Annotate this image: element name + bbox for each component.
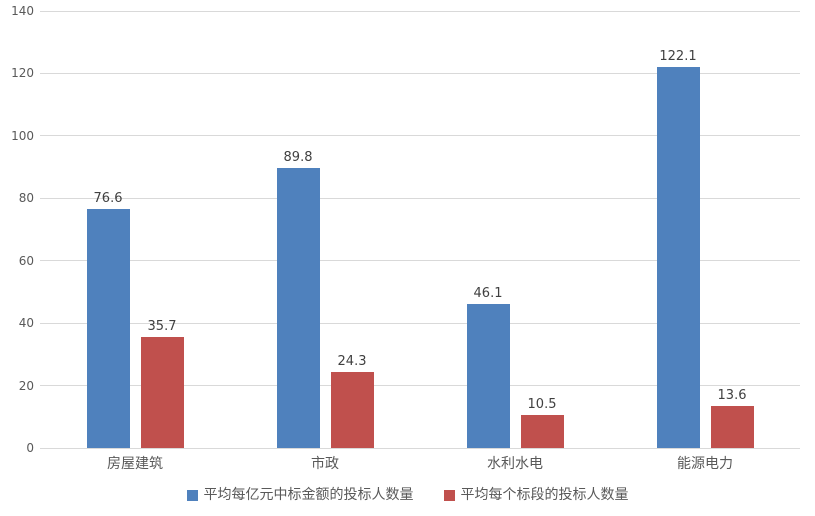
x-category-label: 能源电力 bbox=[677, 456, 733, 472]
y-tick-label: 100 bbox=[11, 128, 34, 143]
gridline-y-60 bbox=[40, 260, 800, 262]
bar-groups: 76.6 35.7 89.8 24.3 46.1 10.5 122.1 13.6 bbox=[40, 11, 800, 448]
bar-group: 46.1 10.5 bbox=[420, 11, 610, 448]
x-category-label: 市政 bbox=[311, 456, 339, 472]
x-category-label: 房屋建筑 bbox=[107, 456, 163, 472]
y-tick-label: 120 bbox=[11, 66, 34, 81]
bar-value-label: 76.6 bbox=[93, 190, 123, 206]
bar-series-1-category-0: 35.7 bbox=[140, 320, 184, 448]
legend-swatch-icon bbox=[443, 489, 455, 501]
y-tick-label: 40 bbox=[18, 316, 34, 331]
gridline-y-140 bbox=[40, 10, 800, 12]
gridline-y-0 bbox=[40, 447, 800, 449]
bar-series-0-category-3: 122.1 bbox=[656, 50, 700, 448]
bar-group: 89.8 24.3 bbox=[230, 11, 420, 448]
bar-series-1-category-2: 10.5 bbox=[520, 398, 564, 448]
gridline-y-100 bbox=[40, 135, 800, 137]
legend-item-series-1: 平均每个标段的投标人数量 bbox=[443, 487, 629, 503]
gridline-y-40 bbox=[40, 322, 800, 324]
bar-series-0-category-1: 89.8 bbox=[276, 151, 320, 448]
bar-group: 122.1 13.6 bbox=[610, 11, 800, 448]
y-tick-label: 80 bbox=[18, 191, 34, 206]
legend: 平均每亿元中标金额的投标人数量 平均每个标段的投标人数量 bbox=[0, 488, 815, 502]
bar-value-label: 122.1 bbox=[659, 48, 697, 64]
y-tick-label: 60 bbox=[18, 253, 34, 268]
y-tick-label: 0 bbox=[26, 441, 34, 455]
bar-group: 76.6 35.7 bbox=[40, 11, 230, 448]
legend-swatch-icon bbox=[186, 489, 198, 501]
bar-value-label: 13.6 bbox=[717, 387, 747, 403]
bar-value-label: 10.5 bbox=[527, 397, 557, 413]
bar-series-1-category-1: 24.3 bbox=[330, 355, 374, 448]
x-axis-category-labels: 房屋建筑 市政 水利水电 能源电力 bbox=[40, 456, 800, 473]
gridline-y-120 bbox=[40, 72, 800, 74]
bar-series-1-category-3: 13.6 bbox=[710, 389, 754, 448]
legend-label: 平均每亿元中标金额的投标人数量 bbox=[203, 487, 414, 503]
y-axis-tick-labels: 0 20 40 60 80 100 120 140 bbox=[0, 5, 34, 454]
legend-label: 平均每个标段的投标人数量 bbox=[460, 487, 629, 503]
bar-value-label: 35.7 bbox=[147, 318, 177, 334]
bar-series-0-category-2: 46.1 bbox=[466, 287, 510, 448]
bar-value-label: 46.1 bbox=[473, 286, 503, 302]
bar-series-0-category-0: 76.6 bbox=[86, 192, 130, 448]
gridline-y-20 bbox=[40, 385, 800, 387]
plot-area: 76.6 35.7 89.8 24.3 46.1 10.5 122.1 13.6 bbox=[40, 10, 800, 449]
bar-value-label: 89.8 bbox=[283, 149, 313, 165]
x-category-label: 水利水电 bbox=[487, 456, 543, 472]
gridline-y-80 bbox=[40, 197, 800, 199]
y-tick-label: 20 bbox=[18, 378, 34, 393]
legend-item-series-0: 平均每亿元中标金额的投标人数量 bbox=[186, 487, 414, 503]
bar-value-label: 24.3 bbox=[337, 354, 367, 370]
y-tick-label: 140 bbox=[11, 4, 34, 18]
